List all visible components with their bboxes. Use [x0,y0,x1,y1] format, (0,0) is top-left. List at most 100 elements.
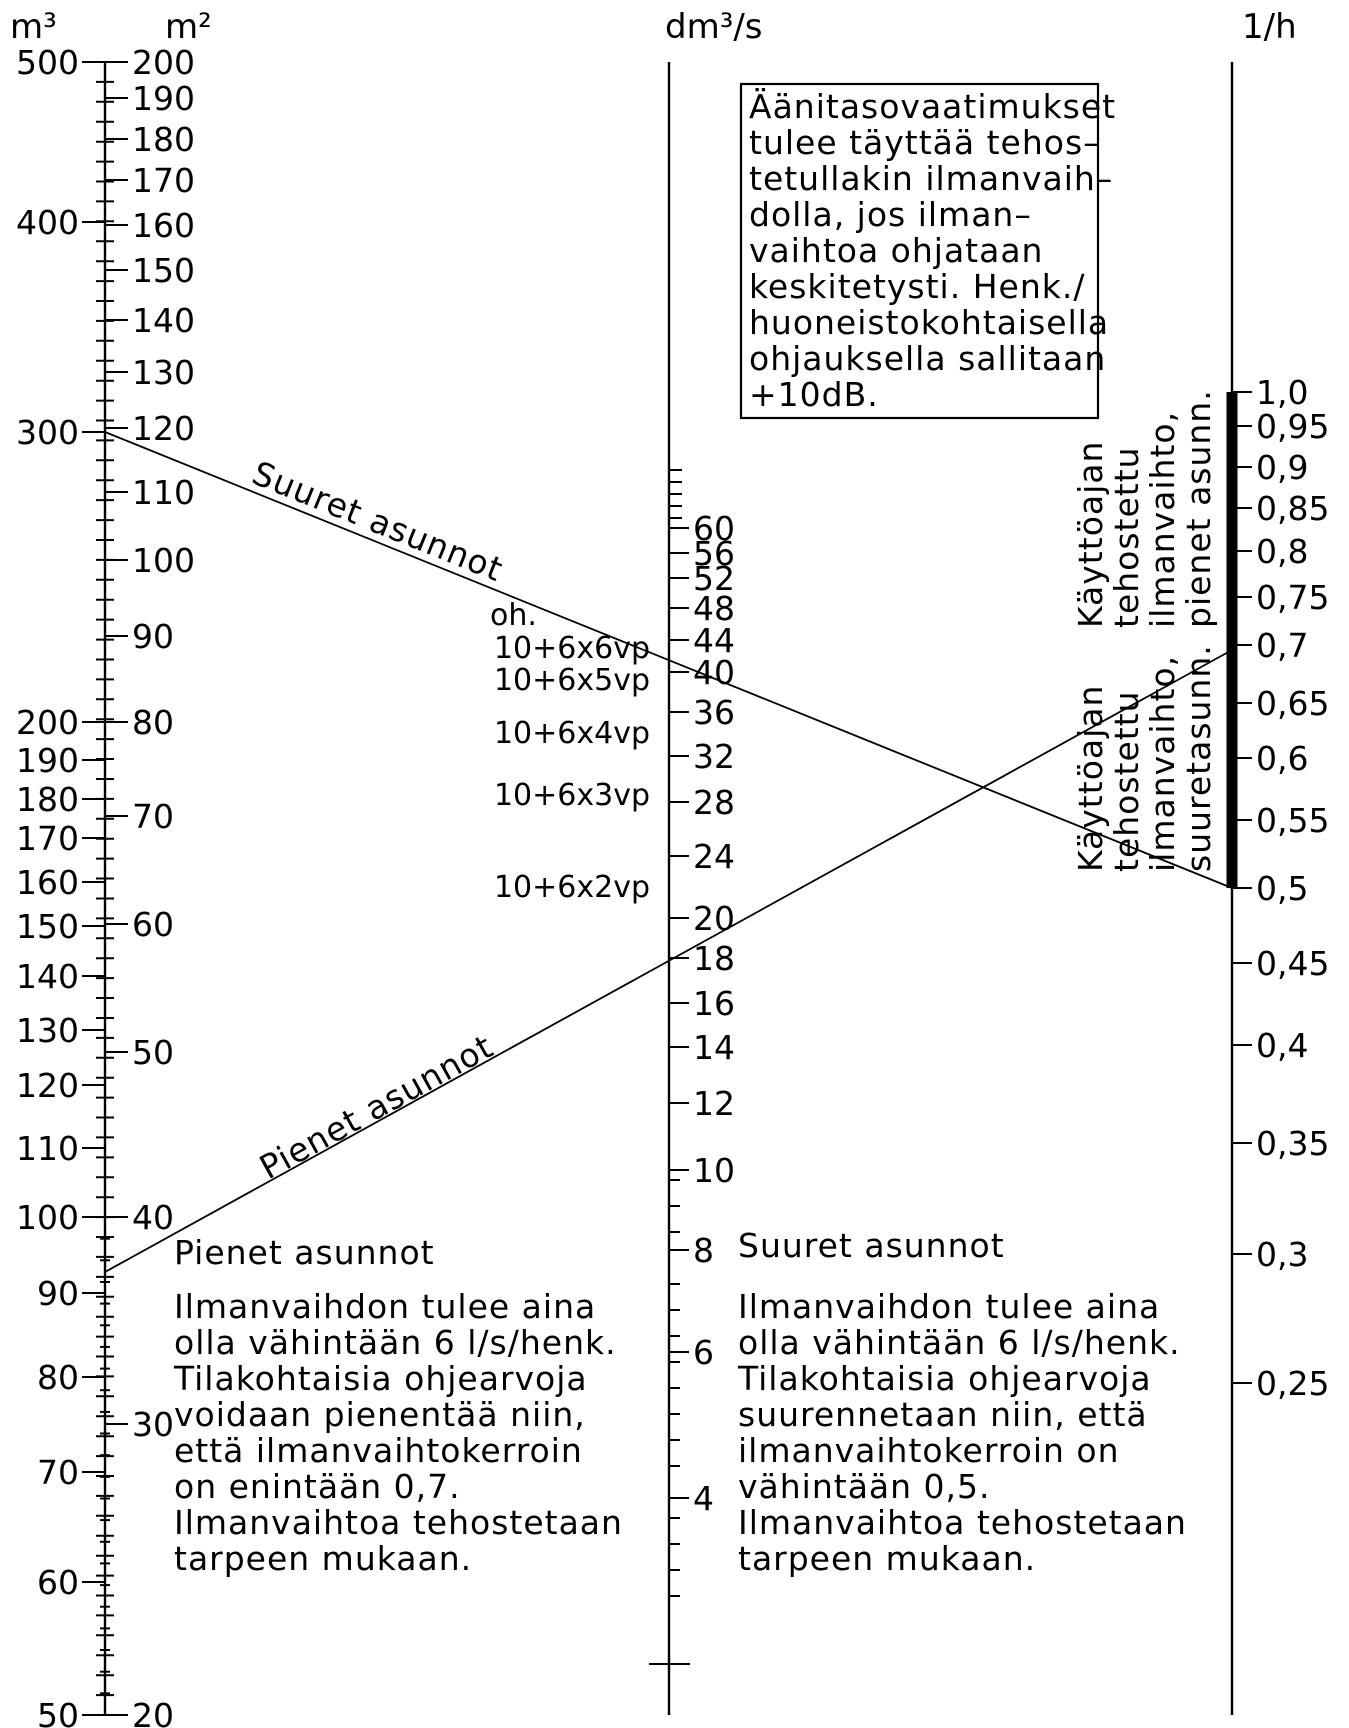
band-lower-label: Käyttöajantehostettuilmanvaihto,suuretas… [1071,644,1218,872]
noise-note-line: vaihtoa ohjataan [749,231,1043,270]
oh-label: oh. [490,598,537,633]
noise-note-line: huoneistokohtaisella [749,303,1109,342]
large-dwellings-line-label: Suuret asunnot [247,453,509,589]
flow-tick-label: 20 [693,899,735,938]
noise-note-line: Äänitasovaatimukset [749,87,1116,126]
note-line: Ilmanvaihdon tulee aina [738,1287,1160,1326]
rate-tick-label: 0,45 [1256,944,1329,983]
flow-tick-label: 32 [693,737,735,776]
m2-tick-label: 120 [132,409,195,448]
flow-tick-label: 28 [693,783,735,822]
m2-tick-label: 150 [132,251,195,290]
noise-note-line: dolla, jos ilman– [749,195,1032,234]
noise-note-line: +10dB. [749,375,879,414]
note-line: Ilmanvaihtoa tehostetaan [174,1503,623,1542]
m3-tick-label: 300 [16,413,79,452]
note-line: tarpeen mukaan. [174,1539,472,1578]
m3-tick-label: 50 [37,1696,79,1728]
m3-tick-label: 200 [16,703,79,742]
rate-tick-label: 0,95 [1256,407,1329,446]
m3-tick-label: 140 [16,957,79,996]
band-label-line: pienet asunn. [1179,389,1218,628]
small-dwellings-line-label: Pienet asunnot [253,1027,500,1187]
flow-tick-label: 6 [693,1333,714,1372]
rate-tick-label: 0,35 [1256,1124,1329,1163]
storey-label: 10+6x3vp [494,778,650,813]
flow-tick-label: 24 [693,837,735,876]
rate-tick-label: 0,85 [1256,489,1329,528]
m3-tick-label: 170 [16,819,79,858]
rate-scale: 1,00,950,90,85 0,8 0,75 0,7 0,65 0,6 0,55 0,5 0,… [1232,373,1329,1403]
band-upper-label: Käyttöajantehostettuilmanvaihto,pienet a… [1071,389,1218,628]
m3-tick-label: 80 [37,1358,79,1397]
m2-tick-label: 60 [132,905,174,944]
flow-tick-label: 10 [693,1151,735,1190]
noise-note-line: tetullakin ilmanvaih– [749,159,1113,198]
note-line: on enintään 0,7. [174,1467,461,1506]
unit-m3: m³ [10,7,57,47]
note-title: Suuret asunnot [738,1226,1005,1265]
flow-tick-label: 16 [693,984,735,1023]
rate-tick-label: 0,75 [1256,578,1329,617]
rate-tick-label: 0,55 [1256,801,1329,840]
rate-tick-label: 0,9 [1256,448,1308,487]
flow-tick-label: 14 [693,1028,735,1067]
m3-tick-label: 500 [16,43,79,82]
note-line: Tilakohtaisia ohjearvoja [173,1359,588,1398]
note-line: suurennetaan niin, että [738,1395,1148,1434]
note-line: ilmanvaihtokerroin on [738,1431,1120,1470]
m2-tick-label: 180 [132,120,195,159]
note-line: olla vähintään 6 l/s/henk. [738,1323,1181,1362]
band-label-line: tehostettu [1107,446,1146,628]
storey-label: 10+6x2vp [494,870,650,905]
m2-tick-label: 130 [132,353,195,392]
rate-tick-label: 0,25 [1256,1364,1329,1403]
rate-tick-label: 0,65 [1256,684,1329,723]
m2-tick-label: 80 [132,703,174,742]
m3-tick-label: 160 [16,863,79,902]
note-line: Ilmanvaihdon tulee aina [174,1287,596,1326]
flow-scale: 60565248444036322824201816141210864 [649,470,735,1664]
rate-tick-label: 0,6 [1256,739,1308,778]
flow-tick-label: 12 [693,1084,735,1123]
rate-tick-label: 0,3 [1256,1235,1308,1274]
noise-note-line: ohjauksella sallitaan [749,339,1106,378]
m2-tick-label: 160 [132,206,195,245]
m2-tick-label: 200 [132,43,195,82]
band-label-line: ilmanvaihto, [1143,411,1182,628]
band-label-line: suuretasunn. [1179,644,1218,872]
note-line: tarpeen mukaan. [738,1539,1036,1578]
m3-tick-label: 110 [16,1129,79,1168]
small-dwellings-note: Pienet asunnot Ilmanvaihdon tulee ainaoll… [173,1233,623,1578]
note-title: Pienet asunnot [174,1233,435,1272]
unit-rate: 1/h [1242,7,1297,47]
m3-tick-label: 130 [16,1011,79,1050]
m3-tick-label: 400 [16,203,79,242]
m3-tick-label: 190 [16,741,79,780]
m2-tick-label: 90 [132,617,174,656]
m2-tick-label: 40 [132,1198,174,1237]
m3-tick-label: 150 [16,907,79,946]
flow-tick-label: 8 [693,1231,714,1270]
large-dwellings-note: Suuret asunnot Ilmanvaihdon tulee ainaoll… [737,1226,1187,1578]
m3-tick-label: 180 [16,780,79,819]
band-label-line: Käyttöajan [1071,441,1110,628]
m3-tick-label: 70 [37,1453,79,1492]
rate-tick-label: 0,7 [1256,626,1308,665]
band-label-line: ilmanvaihto, [1143,655,1182,872]
storey-label: 10+6x4vp [494,716,650,751]
noise-note-line: keskitetysti. Henk./ [749,267,1085,306]
noise-note-line: tulee täyttää tehos– [749,123,1101,162]
unit-flow: dm³/s [665,7,763,47]
rate-tick-label: 0,4 [1256,1026,1308,1065]
note-line: vähintään 0,5. [738,1467,991,1506]
m3-tick-label: 120 [16,1066,79,1105]
m3-tick-label: 60 [37,1563,79,1602]
m2-tick-label: 30 [132,1405,174,1444]
m2-tick-label: 100 [132,541,195,580]
storey-label: 10+6x6vp [494,631,650,666]
rate-tick-label: 0,5 [1256,869,1308,908]
unit-m2: m² [165,7,212,47]
m3-tick-label: 100 [16,1198,79,1237]
